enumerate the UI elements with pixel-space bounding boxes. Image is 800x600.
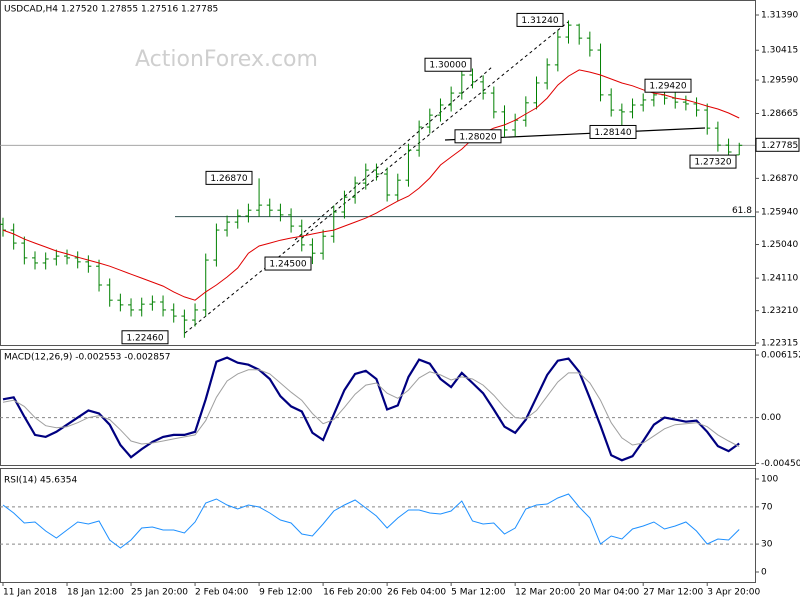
annotation-box xyxy=(424,57,472,72)
annotation-box xyxy=(264,256,312,271)
fib-label: 61.8 xyxy=(732,206,752,216)
panel-frame xyxy=(0,468,756,583)
y-tick-label: 30 xyxy=(761,540,773,550)
rsi-title: RSI(14) 45.6354 xyxy=(4,476,77,486)
y-tick-label: 1.29590 xyxy=(761,76,798,86)
annotation-box xyxy=(689,154,737,169)
annotation-label: 1.22460 xyxy=(126,333,163,343)
y-tick-label: 1.28665 xyxy=(761,109,798,119)
annotation-label: 1.28020 xyxy=(459,132,496,142)
y-tick-label: 1.30415 xyxy=(761,46,798,56)
y-tick-label: 1.22315 xyxy=(761,339,798,349)
watermark: ActionForex.com xyxy=(135,47,318,72)
annotation-label: 1.24500 xyxy=(269,260,306,270)
y-tick-label: 1.23210 xyxy=(761,306,798,316)
last-price-box xyxy=(755,137,800,152)
panel-frame xyxy=(0,0,756,346)
annotation-box xyxy=(454,129,502,144)
x-tick-label: 16 Feb 20:00 xyxy=(323,588,382,598)
x-tick-label: 20 Mar 04:00 xyxy=(579,588,639,598)
annotation-label: 1.31240 xyxy=(521,16,558,26)
series-line xyxy=(2,493,740,549)
panel-frame xyxy=(0,349,756,466)
y-tick-label: 1.24110 xyxy=(761,274,798,284)
y-tick-label: -0.004509 xyxy=(761,459,800,469)
annotation-label: 1.29420 xyxy=(649,82,686,92)
x-tick-label: 12 Mar 20:00 xyxy=(515,588,575,598)
x-tick-label: 11 Jan 2018 xyxy=(3,588,57,598)
x-tick-label: 27 Mar 12:00 xyxy=(643,588,703,598)
annotation-label: 1.30000 xyxy=(429,61,466,71)
y-tick-label: 1.26870 xyxy=(761,174,798,184)
moving-average xyxy=(2,69,740,301)
x-tick-label: 26 Feb 04:00 xyxy=(387,588,446,598)
x-tick-label: 18 Jan 12:00 xyxy=(67,588,124,598)
annotation-label: 1.28140 xyxy=(594,128,631,138)
y-tick-label: 0 xyxy=(761,568,767,578)
channel-line xyxy=(294,66,493,241)
series-line xyxy=(2,369,740,448)
annotation-box xyxy=(121,330,169,345)
annotation-box xyxy=(205,170,253,185)
macd-title: MACD(12,26,9) -0.002553 -0.002857 xyxy=(4,353,170,363)
y-tick-label: 0.006152 xyxy=(761,351,800,361)
annotation-label: 1.26870 xyxy=(210,174,247,184)
annotation-box xyxy=(644,78,692,93)
annotation-label: 1.27320 xyxy=(694,158,731,168)
x-tick-label: 25 Jan 20:00 xyxy=(131,588,188,598)
y-tick-label: 1.31390 xyxy=(761,11,798,21)
x-tick-label: 5 Mar 12:00 xyxy=(451,588,506,598)
x-tick-label: 3 Apr 20:00 xyxy=(707,588,760,598)
series-line xyxy=(2,356,740,462)
x-tick-label: 2 Feb 04:00 xyxy=(195,588,249,598)
y-tick-label: 70 xyxy=(761,502,773,512)
y-tick-label: 0.00 xyxy=(761,413,781,423)
annotation-box xyxy=(589,124,637,139)
y-tick-label: 1.25040 xyxy=(761,240,798,250)
last-price-label: 1.27785 xyxy=(761,141,798,151)
y-tick-label: 1.25940 xyxy=(761,207,798,217)
x-tick-label: 9 Feb 12:00 xyxy=(259,588,313,598)
y-tick-label: 100 xyxy=(761,474,778,484)
annotation-box xyxy=(516,12,564,27)
price-title: USDCAD,H4 1.27520 1.27855 1.27516 1.2778… xyxy=(4,5,218,15)
